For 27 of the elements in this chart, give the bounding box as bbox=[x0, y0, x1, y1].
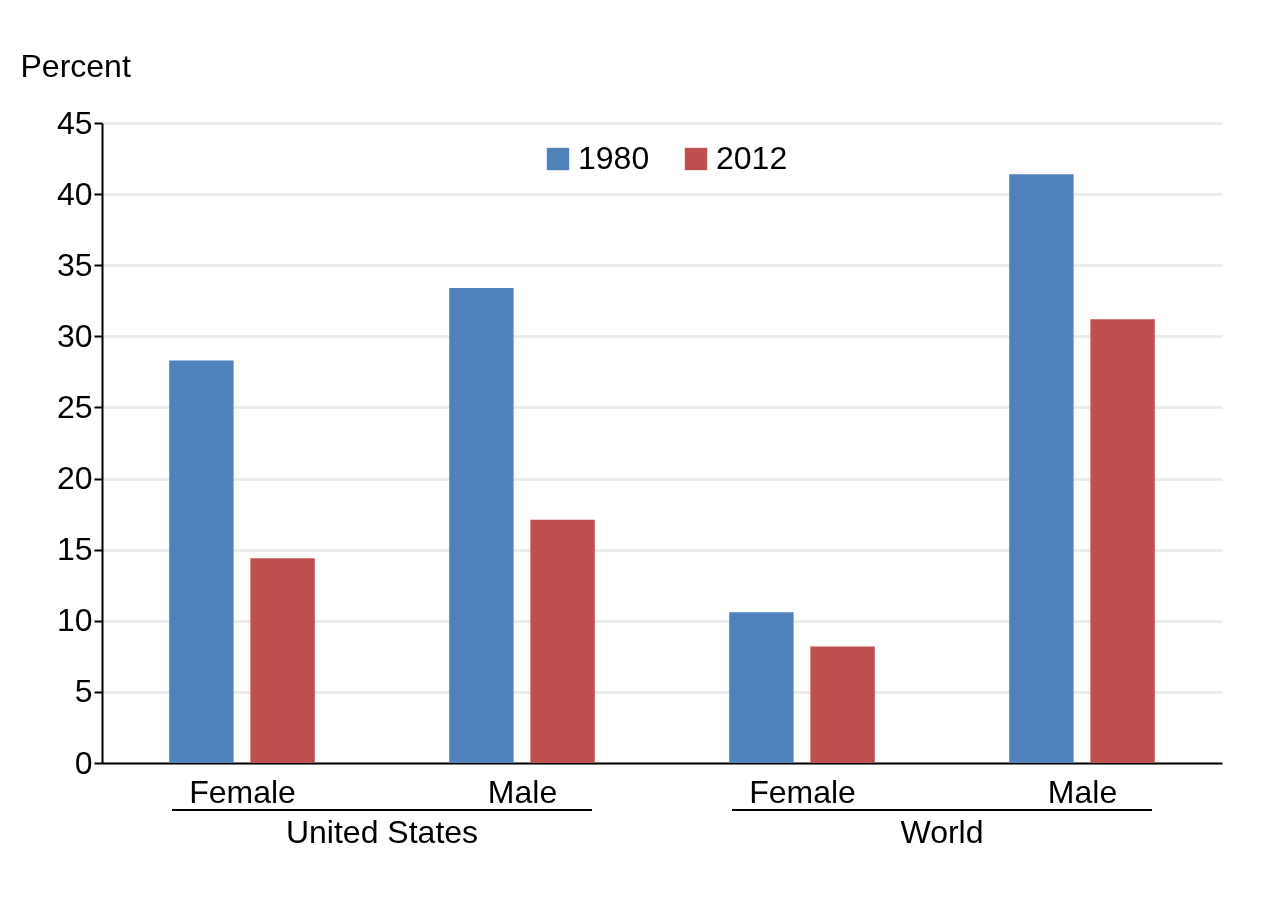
legend-label: 1980 bbox=[578, 140, 650, 176]
y-tick-label: 10 bbox=[56, 602, 93, 639]
bar bbox=[449, 287, 514, 763]
y-tick-label: 0 bbox=[74, 744, 93, 781]
bar bbox=[1090, 319, 1155, 763]
x-tick-label: Female bbox=[189, 773, 296, 810]
bar bbox=[1009, 174, 1074, 763]
y-tick-label: 45 bbox=[56, 104, 93, 141]
y-tick-label: 30 bbox=[56, 317, 93, 354]
y-tick-label: 20 bbox=[56, 460, 93, 497]
bar bbox=[169, 360, 234, 763]
y-axis-title: Percent bbox=[20, 47, 131, 84]
x-tick-label: Male bbox=[487, 773, 558, 810]
bar bbox=[530, 519, 595, 763]
legend-label: 2012 bbox=[716, 140, 788, 176]
x-tick-label: Male bbox=[1047, 773, 1118, 810]
bar bbox=[250, 558, 315, 763]
y-tick-label: 25 bbox=[56, 388, 93, 425]
bar bbox=[729, 612, 794, 763]
y-tick-label: 35 bbox=[56, 246, 93, 283]
text: United States bbox=[285, 814, 479, 850]
y-tick-label: 15 bbox=[56, 531, 93, 568]
x-tick-label: Female bbox=[749, 773, 856, 810]
y-tick-label: 5 bbox=[74, 673, 93, 710]
y-tick-label: 40 bbox=[56, 175, 93, 212]
bar bbox=[810, 646, 875, 763]
text: World bbox=[900, 814, 984, 850]
